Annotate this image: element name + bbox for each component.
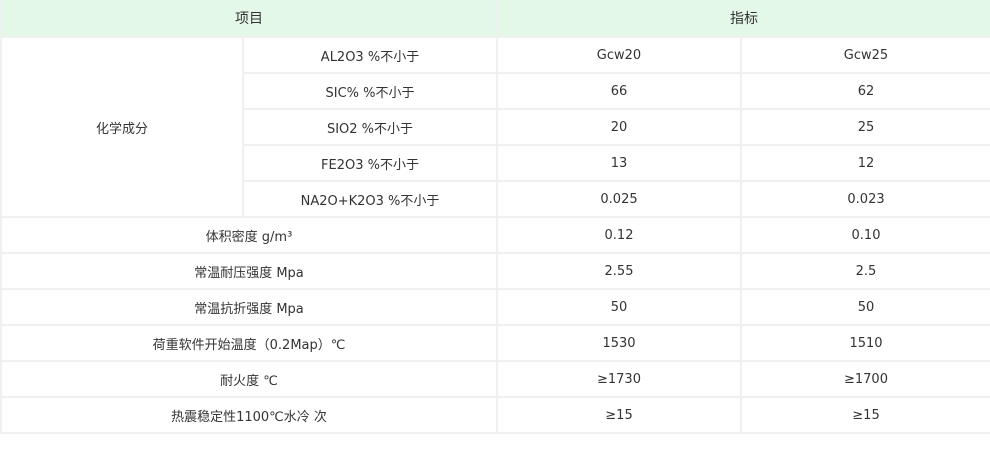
row-label: 耐火度 ℃ <box>0 360 498 398</box>
value-gcw20: 0.025 <box>496 180 742 218</box>
spec-table: 项目 指标 化学成分 AL2O3 %不小于 Gcw20 Gcw25 SIC% %不小于 6… <box>0 0 990 434</box>
row-label: NA2O+K2O3 %不小于 <box>242 180 498 218</box>
table-row: NA2O+K2O3 %不小于 0.025 0.023 <box>1 180 990 218</box>
group-label: 化学成分 <box>0 36 244 218</box>
value-gcw25: 12 <box>740 144 990 182</box>
value-gcw20: Gcw20 <box>496 36 742 74</box>
header-row: 项目 指标 <box>0 0 990 38</box>
table-row: 常温抗折强度 Mpa 50 50 <box>0 288 990 326</box>
value-gcw25: 1510 <box>740 324 990 362</box>
value-gcw25: 0.10 <box>740 216 990 254</box>
value-gcw25: Gcw25 <box>740 36 990 74</box>
value-gcw25: ≥1700 <box>740 360 990 398</box>
header-index: 指标 <box>496 0 990 38</box>
table-row: 常温耐压强度 Mpa 2.55 2.5 <box>0 252 990 290</box>
value-gcw20: ≥1730 <box>496 360 742 398</box>
table-row: 体积密度 g/m³ 0.12 0.10 <box>0 216 990 254</box>
header-item: 项目 <box>0 0 498 38</box>
value-gcw20: 20 <box>496 108 742 146</box>
value-gcw20: 50 <box>496 288 742 326</box>
table-row: SIO2 %不小于 20 25 <box>1 108 990 146</box>
value-gcw25: 0.023 <box>740 180 990 218</box>
value-gcw25: 2.5 <box>740 252 990 290</box>
row-label: FE2O3 %不小于 <box>242 144 498 182</box>
value-gcw20: 66 <box>496 72 742 110</box>
value-gcw20: 13 <box>496 144 742 182</box>
row-label: 常温耐压强度 Mpa <box>0 252 498 290</box>
table-row: 化学成分 AL2O3 %不小于 Gcw20 Gcw25 <box>0 36 990 218</box>
value-gcw20: 0.12 <box>496 216 742 254</box>
row-label: 体积密度 g/m³ <box>0 216 498 254</box>
table-row: FE2O3 %不小于 13 12 <box>1 144 990 182</box>
value-gcw25: 25 <box>740 108 990 146</box>
value-gcw25: 50 <box>740 288 990 326</box>
row-label: AL2O3 %不小于 <box>242 36 498 74</box>
table-row: 热震稳定性1100℃水冷 次 ≥15 ≥15 <box>0 396 990 434</box>
row-label: SIC% %不小于 <box>242 72 498 110</box>
row-label: 常温抗折强度 Mpa <box>0 288 498 326</box>
value-gcw20: 1530 <box>496 324 742 362</box>
table-row: 荷重软件开始温度（0.2Map）℃ 1530 1510 <box>0 324 990 362</box>
table-row: 耐火度 ℃ ≥1730 ≥1700 <box>0 360 990 398</box>
row-label: SIO2 %不小于 <box>242 108 498 146</box>
value-gcw20: ≥15 <box>496 396 742 434</box>
value-gcw25: 62 <box>740 72 990 110</box>
row-label: 荷重软件开始温度（0.2Map）℃ <box>0 324 498 362</box>
row-label: 热震稳定性1100℃水冷 次 <box>0 396 498 434</box>
value-gcw20: 2.55 <box>496 252 742 290</box>
value-gcw25: ≥15 <box>740 396 990 434</box>
